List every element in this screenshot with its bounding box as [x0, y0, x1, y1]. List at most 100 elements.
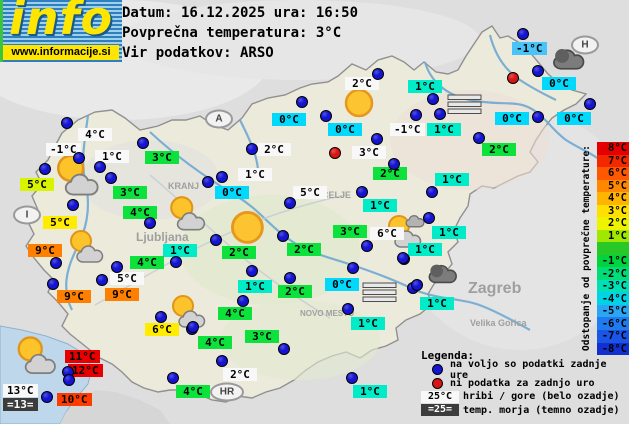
station-dot-current — [371, 133, 383, 145]
temp-label: =13= — [3, 398, 38, 411]
station-dot-current — [67, 199, 79, 211]
temp-label: 5°C — [293, 186, 327, 199]
color-scale: 8°C 7°C 6°C 5°C 4°C 3°C 2°C 1°C -1°C -2°C -3°C -4°C… — [597, 142, 629, 356]
station-dot-current — [167, 372, 179, 384]
station-dot-current — [137, 137, 149, 149]
station-dot-current — [397, 252, 409, 264]
scale-band: -7°C — [597, 329, 629, 343]
temp-label: 0°C — [325, 278, 359, 291]
scale-band: 6°C — [597, 167, 629, 180]
station-dot-current — [170, 256, 182, 268]
temp-label: -1°C — [512, 42, 547, 55]
temp-label: 4°C — [198, 336, 232, 349]
legend-item-text: ni podatka za zadnjo uro — [450, 377, 595, 389]
station-dot-current — [532, 111, 544, 123]
temp-label: 0°C — [495, 112, 529, 125]
fog-icon — [362, 282, 398, 307]
temp-label: 2°C — [482, 143, 516, 156]
cloud-dark-icon — [547, 44, 591, 77]
scale-band: 3°C — [597, 204, 629, 218]
temp-label: 5°C — [43, 216, 77, 229]
station-dot-current — [39, 163, 51, 175]
station-dot-current — [296, 96, 308, 108]
temp-label: -1°C — [390, 123, 425, 136]
logo-site-url: www.informacije.si — [3, 45, 119, 60]
temp-label: 12°C — [68, 364, 103, 377]
station-dot-current — [517, 28, 529, 40]
temp-label: 9°C — [105, 288, 139, 301]
scale-band-label: -2°C — [601, 267, 627, 280]
temp-label: 2°C — [287, 243, 321, 256]
scale-band: 7°C — [597, 154, 629, 168]
legend-item: ni podatka za zadnjo uro — [421, 377, 629, 391]
station-dot-current — [50, 257, 62, 269]
station-dot-current — [388, 158, 400, 170]
temp-label: 3°C — [113, 186, 147, 199]
station-dot-current — [347, 262, 359, 274]
station-dot-stale — [329, 147, 341, 159]
station-dot-current — [361, 240, 373, 252]
station-dot-current — [210, 234, 222, 246]
station-dot-current — [155, 311, 167, 323]
scale-band: 8°C — [597, 142, 629, 155]
station-dot-current — [356, 186, 368, 198]
scale-band-label: -6°C — [601, 317, 627, 330]
temp-label: 1°C — [420, 297, 454, 310]
scale-band-label: -4°C — [601, 292, 627, 305]
scale-band-label: -5°C — [601, 305, 627, 318]
scale-band-label: 4°C — [608, 192, 627, 205]
country-sign: H — [571, 35, 599, 55]
temp-label: 1°C — [363, 199, 397, 212]
station-dot-current — [246, 265, 258, 277]
logo-brand: info — [9, 0, 114, 45]
temp-label: -1°C — [46, 143, 81, 156]
temp-label: 4°C — [130, 256, 164, 269]
temp-label: 11°C — [65, 350, 100, 363]
temp-label: 1°C — [163, 244, 197, 257]
header: Datum: 16.12.2025 ura: 16:50 Povprečna t… — [122, 3, 358, 63]
station-dot-current — [427, 93, 439, 105]
legend-item-text: hribi / gore (belo ozadje) — [463, 391, 620, 403]
country-sign: HR — [210, 382, 244, 402]
station-dot-current — [144, 217, 156, 229]
temp-label: 1°C — [95, 150, 129, 163]
temp-label: 3°C — [145, 151, 179, 164]
legend-marker-box-dark: =25= — [421, 404, 459, 417]
legend-marker-dot-red — [432, 377, 443, 389]
station-dot-current — [284, 272, 296, 284]
temp-label: 0°C — [542, 77, 576, 90]
station-dot-current — [237, 295, 249, 307]
station-dot-current — [434, 108, 446, 120]
city-name: NOVO MESTO — [300, 309, 355, 318]
temp-label: 1°C — [353, 385, 387, 398]
scale-band-label: -3°C — [601, 280, 627, 293]
fog-icon — [447, 94, 483, 119]
scale-band-label: -7°C — [601, 330, 627, 343]
partly-icon — [13, 334, 59, 380]
color-scale-title: Odstopanje od povprečne temperature: — [581, 145, 592, 352]
scale-band-label: -8°C — [601, 342, 627, 355]
sun-icon — [343, 87, 375, 123]
temp-label: 2°C — [222, 246, 256, 259]
station-dot-current — [96, 274, 108, 286]
legend-marker-dot-blue — [432, 364, 443, 376]
station-dot-current — [94, 161, 106, 173]
scale-band: -4°C — [597, 292, 629, 305]
city-name: Ljubljana — [136, 230, 189, 244]
partly-icon — [66, 228, 106, 268]
temp-label: 1°C — [238, 280, 272, 293]
cloud-dark-icon — [423, 260, 463, 290]
scale-band: -5°C — [597, 304, 629, 318]
temp-label: 1°C — [408, 243, 442, 256]
country-sign: A — [205, 109, 233, 129]
temp-label: 2°C — [257, 143, 291, 156]
temp-label: 4°C — [218, 307, 252, 320]
station-dot-current — [346, 372, 358, 384]
logo-link[interactable]: info www.informacije.si — [0, 0, 122, 62]
scale-band-label: 5°C — [608, 179, 627, 192]
temp-label: 4°C — [176, 385, 210, 398]
scale-band-label: 2°C — [608, 217, 627, 230]
city-name: KRANJ — [168, 181, 200, 191]
legend: Legenda: na voljo so podatki zadnje ure n… — [421, 349, 629, 417]
station-dot-current — [411, 279, 423, 291]
